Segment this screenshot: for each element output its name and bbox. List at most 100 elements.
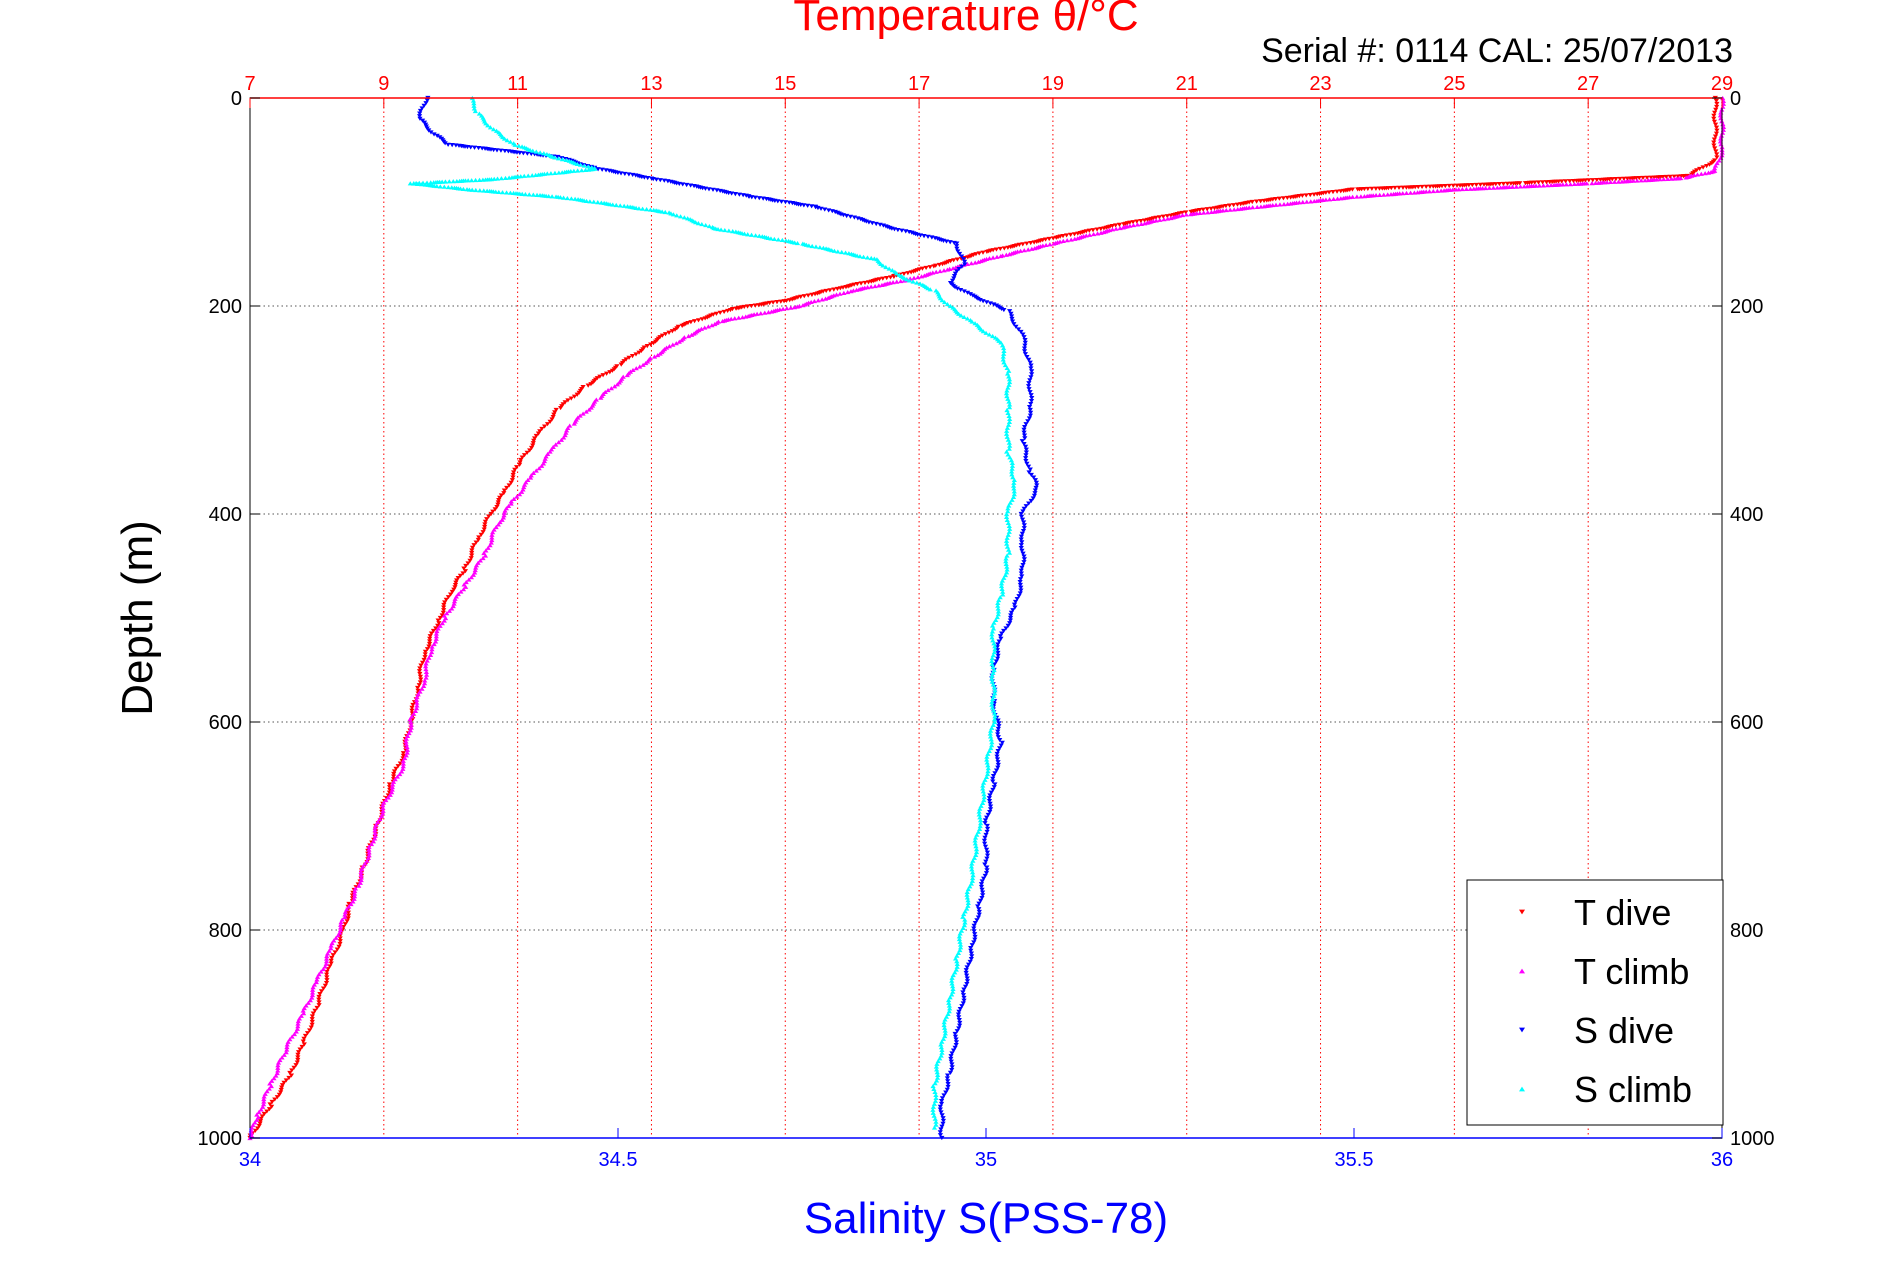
data-point	[839, 249, 845, 255]
data-point	[322, 983, 328, 988]
data-point	[527, 448, 533, 453]
data-point	[309, 1014, 316, 1019]
data-point	[445, 184, 451, 190]
data-point	[775, 237, 781, 242]
data-point	[972, 920, 978, 926]
data-point	[1028, 393, 1034, 398]
data-point	[985, 763, 991, 768]
data-point	[1116, 222, 1123, 227]
data-point	[467, 558, 473, 563]
data-point	[721, 309, 727, 314]
data-point	[1051, 241, 1057, 246]
data-point	[879, 282, 885, 288]
data-point	[986, 256, 993, 261]
data-point	[393, 766, 399, 771]
data-point	[1033, 480, 1040, 485]
data-point	[431, 641, 437, 647]
data-point	[544, 422, 551, 427]
data-point	[1661, 176, 1667, 182]
data-point	[1361, 194, 1368, 199]
data-point	[978, 884, 985, 890]
data-point	[1027, 407, 1033, 413]
data-point	[685, 333, 692, 339]
data-point	[383, 797, 389, 803]
data-point	[998, 254, 1004, 259]
data-point	[357, 880, 363, 885]
data-point	[511, 496, 517, 501]
data-point	[508, 501, 514, 506]
data-point	[1705, 170, 1712, 175]
data-point	[422, 655, 428, 660]
data-point	[953, 1043, 959, 1048]
data-point	[1407, 190, 1414, 195]
data-point	[571, 168, 577, 173]
data-point	[949, 978, 955, 983]
data-point	[1005, 520, 1011, 525]
data-point	[679, 323, 685, 328]
data-point	[278, 1087, 284, 1093]
data-point	[1028, 366, 1034, 371]
data-point	[984, 771, 991, 777]
data-point	[976, 909, 982, 915]
data-point	[1011, 480, 1017, 485]
data-point	[901, 271, 907, 276]
data-point	[525, 173, 531, 178]
data-point	[995, 760, 1001, 765]
data-point	[939, 1050, 945, 1055]
data-point	[949, 1067, 955, 1073]
data-point	[956, 1026, 962, 1031]
data-point	[541, 151, 547, 156]
data-point	[608, 386, 614, 391]
data-point	[437, 184, 443, 189]
data-point	[1005, 422, 1012, 427]
data-point	[994, 614, 1000, 620]
data-point	[934, 1070, 940, 1075]
data-point	[446, 179, 452, 184]
data-point	[1285, 201, 1291, 206]
data-point	[1463, 186, 1470, 192]
data-point	[706, 223, 713, 229]
data-point	[284, 1042, 290, 1047]
data-point	[1536, 183, 1543, 188]
data-point	[1592, 180, 1599, 186]
data-point	[309, 990, 316, 995]
data-point	[976, 809, 982, 814]
x-top-tick-label: 9	[378, 73, 389, 95]
data-point	[1377, 192, 1383, 197]
data-point	[429, 647, 435, 652]
data-point	[261, 1099, 267, 1104]
data-point	[1020, 562, 1026, 568]
data-point	[987, 801, 993, 806]
data-point	[439, 613, 445, 618]
data-point	[1018, 568, 1024, 573]
data-point	[1012, 599, 1019, 605]
data-point	[1000, 589, 1006, 594]
data-point	[827, 288, 833, 293]
data-point	[291, 1065, 297, 1070]
data-point	[945, 1011, 951, 1016]
data-point	[261, 1111, 267, 1117]
data-point	[978, 882, 985, 887]
data-point	[581, 163, 587, 168]
data-point	[568, 396, 574, 401]
data-point	[1011, 492, 1017, 497]
data-point	[1010, 608, 1016, 613]
data-point	[1004, 564, 1010, 569]
data-point	[318, 989, 325, 994]
data-point	[444, 611, 450, 616]
data-point	[1486, 185, 1492, 190]
data-point	[364, 858, 370, 863]
data-point	[527, 147, 533, 152]
data-point	[948, 1056, 954, 1062]
data-point	[944, 1087, 950, 1092]
data-point	[519, 489, 525, 494]
data-point	[1009, 314, 1015, 319]
data-point	[1334, 189, 1340, 194]
data-point	[502, 175, 509, 181]
data-point	[774, 300, 780, 305]
data-point	[1563, 182, 1570, 187]
data-point	[894, 271, 900, 276]
data-point	[564, 428, 570, 433]
data-point	[481, 188, 487, 193]
data-point	[1473, 182, 1479, 188]
